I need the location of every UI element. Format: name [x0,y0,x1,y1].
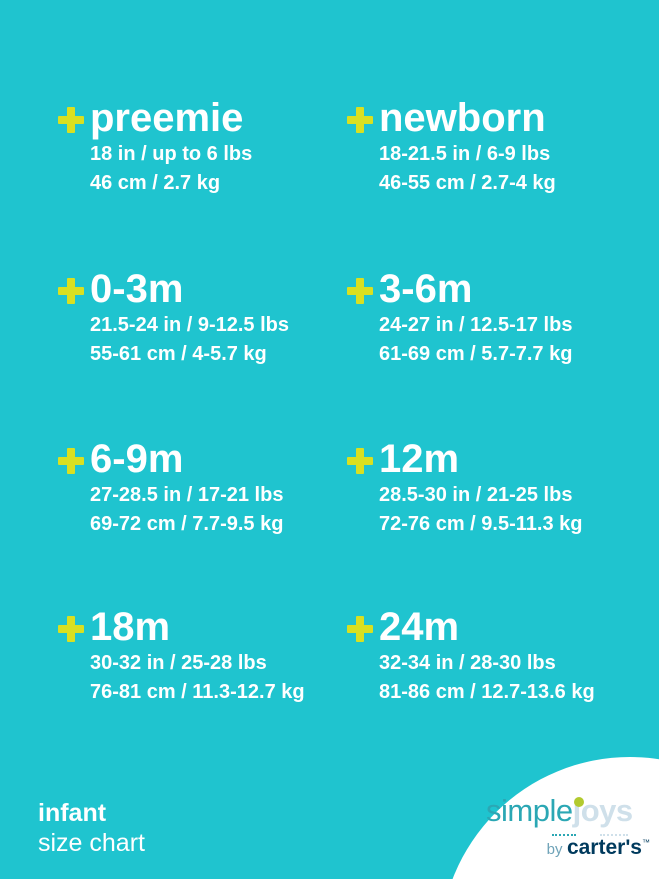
size-imperial: 27-28.5 in / 17-21 lbs [90,484,284,506]
size-label: 6-9m [90,437,184,481]
simple-wordmark: simple [486,793,573,828]
size-imperial: 24-27 in / 12.5-17 lbs [379,314,573,336]
size-metric: 72-76 cm / 9.5-11.3 kg [379,513,583,535]
size-metric: 46-55 cm / 2.7-4 kg [379,172,556,194]
size-metric: 76-81 cm / 11.3-12.7 kg [90,681,305,703]
size-cell-12m: 12m 28.5-30 in / 21-25 lbs 72-76 cm / 9.… [347,437,582,539]
size-metric: 81-86 cm / 12.7-13.6 kg [379,681,595,703]
plus-icon [58,448,84,474]
size-label: preemie [90,96,244,140]
category-label: infant [38,799,107,827]
size-metric: 61-69 cm / 5.7-7.7 kg [379,343,573,365]
plus-icon [58,616,84,642]
plus-icon [58,107,84,133]
size-cell-0-3m: 0-3m 21.5-24 in / 9-12.5 lbs 55-61 cm / … [58,267,289,369]
joys-underline-dots-right [600,834,628,836]
size-cell-24m: 24m 32-34 in / 28-30 lbs 81-86 cm / 12.7… [347,605,595,707]
size-cell-18m: 18m 30-32 in / 25-28 lbs 76-81 cm / 11.3… [58,605,305,707]
size-cell-6-9m: 6-9m 27-28.5 in / 17-21 lbs 69-72 cm / 7… [58,437,283,539]
trademark-symbol: ™ [642,838,650,847]
plus-icon [347,278,373,304]
size-label: 24m [379,605,460,649]
chart-caption: size chart [38,829,145,857]
size-metric: 46 cm / 2.7 kg [90,172,221,194]
plus-icon [58,278,84,304]
size-label: 0-3m [90,267,184,311]
size-cell-3-6m: 3-6m 24-27 in / 12.5-17 lbs 61-69 cm / 5… [347,267,572,369]
plus-icon [347,107,373,133]
size-label: 3-6m [379,267,473,311]
chart-title: infant size chart [38,798,145,858]
size-imperial: 30-32 in / 25-28 lbs [90,652,267,674]
size-imperial: 32-34 in / 28-30 lbs [379,652,556,674]
joys-wordmark: joys [573,793,634,828]
size-label: newborn [379,96,546,140]
size-cell-preemie: preemie 18 in / up to 6 lbs 46 cm / 2.7 … [58,96,252,198]
size-metric: 55-61 cm / 4-5.7 kg [90,343,267,365]
size-metric: 69-72 cm / 7.7-9.5 kg [90,513,284,535]
size-imperial: 18-21.5 in / 6-9 lbs [379,143,551,165]
size-label: 12m [379,437,460,481]
by-carters-line: by carter's™ [486,836,650,860]
size-imperial: 28.5-30 in / 21-25 lbs [379,484,573,506]
brand-logo: simple joys by carter's™ [486,794,650,860]
by-label: by [546,841,563,858]
size-label: 18m [90,605,171,649]
carters-wordmark: carter's [566,836,642,859]
size-imperial: 18 in / up to 6 lbs [90,143,253,165]
plus-icon [347,616,373,642]
joys-underline-dots-left [552,834,576,836]
logo-wordmark: simple joys [486,794,650,828]
joys-dot-icon [573,797,584,807]
size-cell-newborn: newborn 18-21.5 in / 6-9 lbs 46-55 cm / … [347,96,556,198]
size-imperial: 21.5-24 in / 9-12.5 lbs [90,314,289,336]
plus-icon [347,448,373,474]
